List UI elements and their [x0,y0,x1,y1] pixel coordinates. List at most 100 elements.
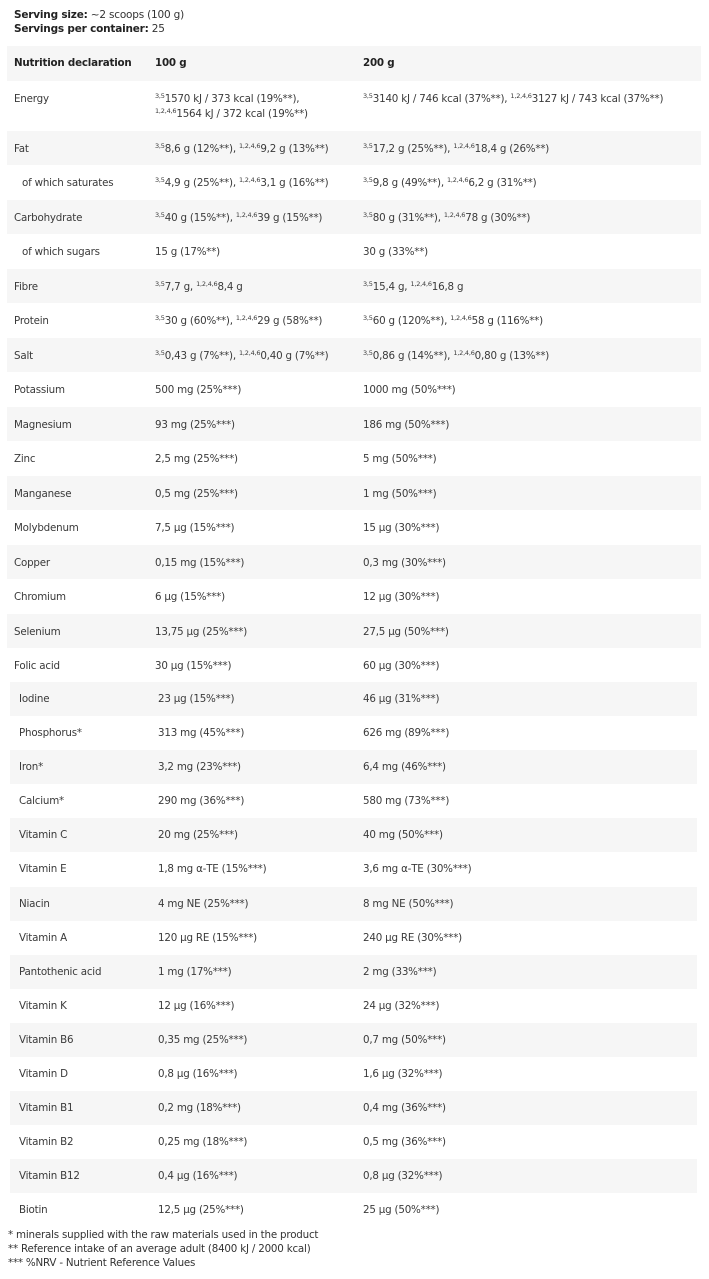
table-row: Fat 3,58,6 g (12%**), 1,2,4,69,2 g (13%**… [7,130,701,166]
table-row: Niacin 4 mg NE (25%***) 8 mg NE (50%***) [10,886,697,921]
value-200g: 3,50,86 g (14%**), 1,2,4,60,80 g (13%**) [363,338,701,373]
value-100g: 3,530 g (60%**), 1,2,4,629 g (58%**) [155,303,363,338]
value-text: 186 mg (50%***) [363,418,450,431]
value-text: 6 µg (15%***) [155,591,225,603]
value-text: 0,80 g (13%**) [474,349,550,362]
value-200g: 30 g (33%**) [363,234,701,269]
value-100g: 500 mg (25%***) [155,372,363,407]
value-200g: 3,560 g (120%**), 1,2,4,658 g (116%**) [363,303,701,338]
nutrient-name: Iron* [19,761,44,774]
footnote-ref: 1,2,4,6 [196,279,218,288]
value-100g: 3,57,7 g, 1,2,4,68,4 g [155,269,363,304]
value-200g: 0,3 mg (30%***) [363,545,701,580]
footnote-ref: 1,2,4,6 [453,141,475,150]
serving-size: Serving size: ~2 scoops (100 g) [14,9,184,21]
servings-label: Servings per container: [14,23,149,35]
value-200g: 25 µg (50%***) [363,1204,440,1217]
nutrient-name: Molybdenum [14,522,79,534]
serving-size-label: Serving size: [14,9,88,21]
footnote-ref: 1,2,4,6 [235,210,258,219]
value-100g: 15 g (17%**) [155,234,363,269]
value-100g: 12,5 µg (25%***) [158,1204,244,1217]
nutrition-table: Nutrition declaration 100 g 200 g Energy… [7,46,701,683]
value-text: 15 µg (30%***) [363,522,440,534]
nutrient-name: Vitamin B12 [19,1170,80,1183]
footnote-ref: 1,2,4,6 [238,176,261,184]
nutrient-name: of which saturates [22,177,114,189]
value-text: 40 g (15%**), [164,211,236,224]
footnote-ref: 3,5 [363,210,373,219]
nutrient-name: Vitamin E [19,863,67,876]
table-row: Vitamin K 12 µg (16%***) 24 µg (32%***) [10,989,697,1023]
value-text: 7,5 µg (15%***) [155,522,235,534]
value-100g: 20 mg (25%***) [158,829,238,842]
nutrient-name: Salt [14,349,33,362]
value-text: 78 g (30%**) [465,211,531,224]
value-200g: 3,580 g (31%**), 1,2,4,678 g (30%**) [363,200,701,235]
table-row: Fibre 3,57,7 g, 1,2,4,68,4 g 3,515,4 g, 1,… [7,268,701,304]
footnote-ref: 3,5 [155,210,165,219]
value-200g: 15 µg (30%***) [363,510,701,545]
value-text: 1570 kJ / 373 kcal (19%**), [164,92,300,105]
value-200g: 8 mg NE (50%***) [363,897,454,910]
footnote-ref: 3,5 [363,141,373,150]
value-text: 30 g (60%**), [164,315,236,327]
value-200g: 0,7 mg (50%***) [363,1033,446,1046]
footnote-ref: 1,2,4,6 [410,279,432,288]
value-text: 16,8 g [431,280,464,293]
table-row: Iodine 23 µg (15%***) 46 µg (31%***) [10,682,697,717]
value-text: 0,3 mg (30%***) [363,556,446,569]
value-100g: 2,5 mg (25%***) [155,441,363,476]
table-row: Biotin 12,5 µg (25%***) 25 µg (50%***) [10,1193,697,1227]
footnote: * minerals supplied with the raw materia… [8,1229,319,1241]
nutrient-name: Vitamin A [19,931,67,944]
value-text: 60 µg (30%***) [363,660,440,672]
footnote-ref: 1,2,4,6 [235,314,258,322]
header-100g: 100 g [155,57,187,69]
value-text: 58 g (116%**) [471,315,544,327]
footnotes: * minerals supplied with the raw materia… [8,1228,318,1270]
value-200g: 580 mg (73%***) [363,795,450,808]
value-200g: 0,5 mg (36%***) [363,1136,446,1149]
value-100g: 12 µg (16%***) [158,999,235,1012]
footnote-ref: 3,5 [155,176,165,184]
value-100g: 0,25 mg (18%***) [158,1136,248,1149]
servings-value: 25 [148,23,165,35]
serving-size-value: ~2 scoops (100 g) [87,9,184,21]
table-row: Folic acid 30 µg (15%***) 60 µg (30%***) [7,648,701,683]
value-100g: 1 mg (17%***) [158,965,232,978]
value-200g: 1,6 µg (32%***) [363,1068,443,1081]
table-row: Calcium* 290 mg (36%***) 580 mg (73%***) [10,784,697,818]
footnote-ref: 3,5 [155,91,165,100]
vitamins-minerals-table: Iodine 23 µg (15%***) 46 µg (31%***) Phosph… [10,682,697,1228]
table-row: Energy 3,51570 kJ / 373 kcal (19%**), 1,2,… [7,81,701,131]
value-text: 1564 kJ / 372 kcal (19%**) [176,107,308,120]
nutrient-name: Fat [14,142,29,155]
value-200g: 24 µg (32%***) [363,999,440,1012]
value-100g: 0,2 mg (18%***) [158,1102,241,1115]
value-200g: 186 mg (50%***) [363,407,701,442]
value-100g: 290 mg (36%***) [158,795,245,808]
value-text: 6,2 g (31%**) [468,177,537,189]
footnote-ref: 3,5 [155,279,165,288]
table-row: Protein 3,530 g (60%**), 1,2,4,629 g (58%… [7,303,701,338]
value-text: 3,1 g (16%**) [260,177,329,189]
nutrient-name: Energy [14,92,49,105]
nutrient-name: Vitamin B6 [19,1033,74,1046]
value-text: 3127 kJ / 743 kcal (37%**) [531,92,664,105]
value-100g: 313 mg (45%***) [158,727,245,740]
value-200g: 46 µg (31%***) [363,693,440,705]
header-200g: 200 g [363,57,395,69]
footnote-ref: 3,5 [363,314,373,322]
value-100g: 0,4 µg (16%***) [158,1170,238,1183]
nutrient-name: Magnesium [14,418,72,431]
value-200g: 3,53140 kJ / 746 kcal (37%**), 1,2,4,631… [363,81,701,131]
value-200g: 3,517,2 g (25%**), 1,2,4,618,4 g (26%**) [363,131,701,166]
value-text: 80 g (31%**), [372,211,444,224]
value-100g: 3,54,9 g (25%**), 1,2,4,63,1 g (16%**) [155,165,363,200]
footnote-ref: 1,2,4,6 [450,314,472,322]
value-200g: 3,6 mg α-TE (30%***) [363,863,472,876]
footnote-ref: 3,5 [363,91,373,100]
value-text: 4,9 g (25%**), [164,177,239,189]
value-100g: 3,51570 kJ / 373 kcal (19%**), 1,2,4,6156… [155,81,363,131]
